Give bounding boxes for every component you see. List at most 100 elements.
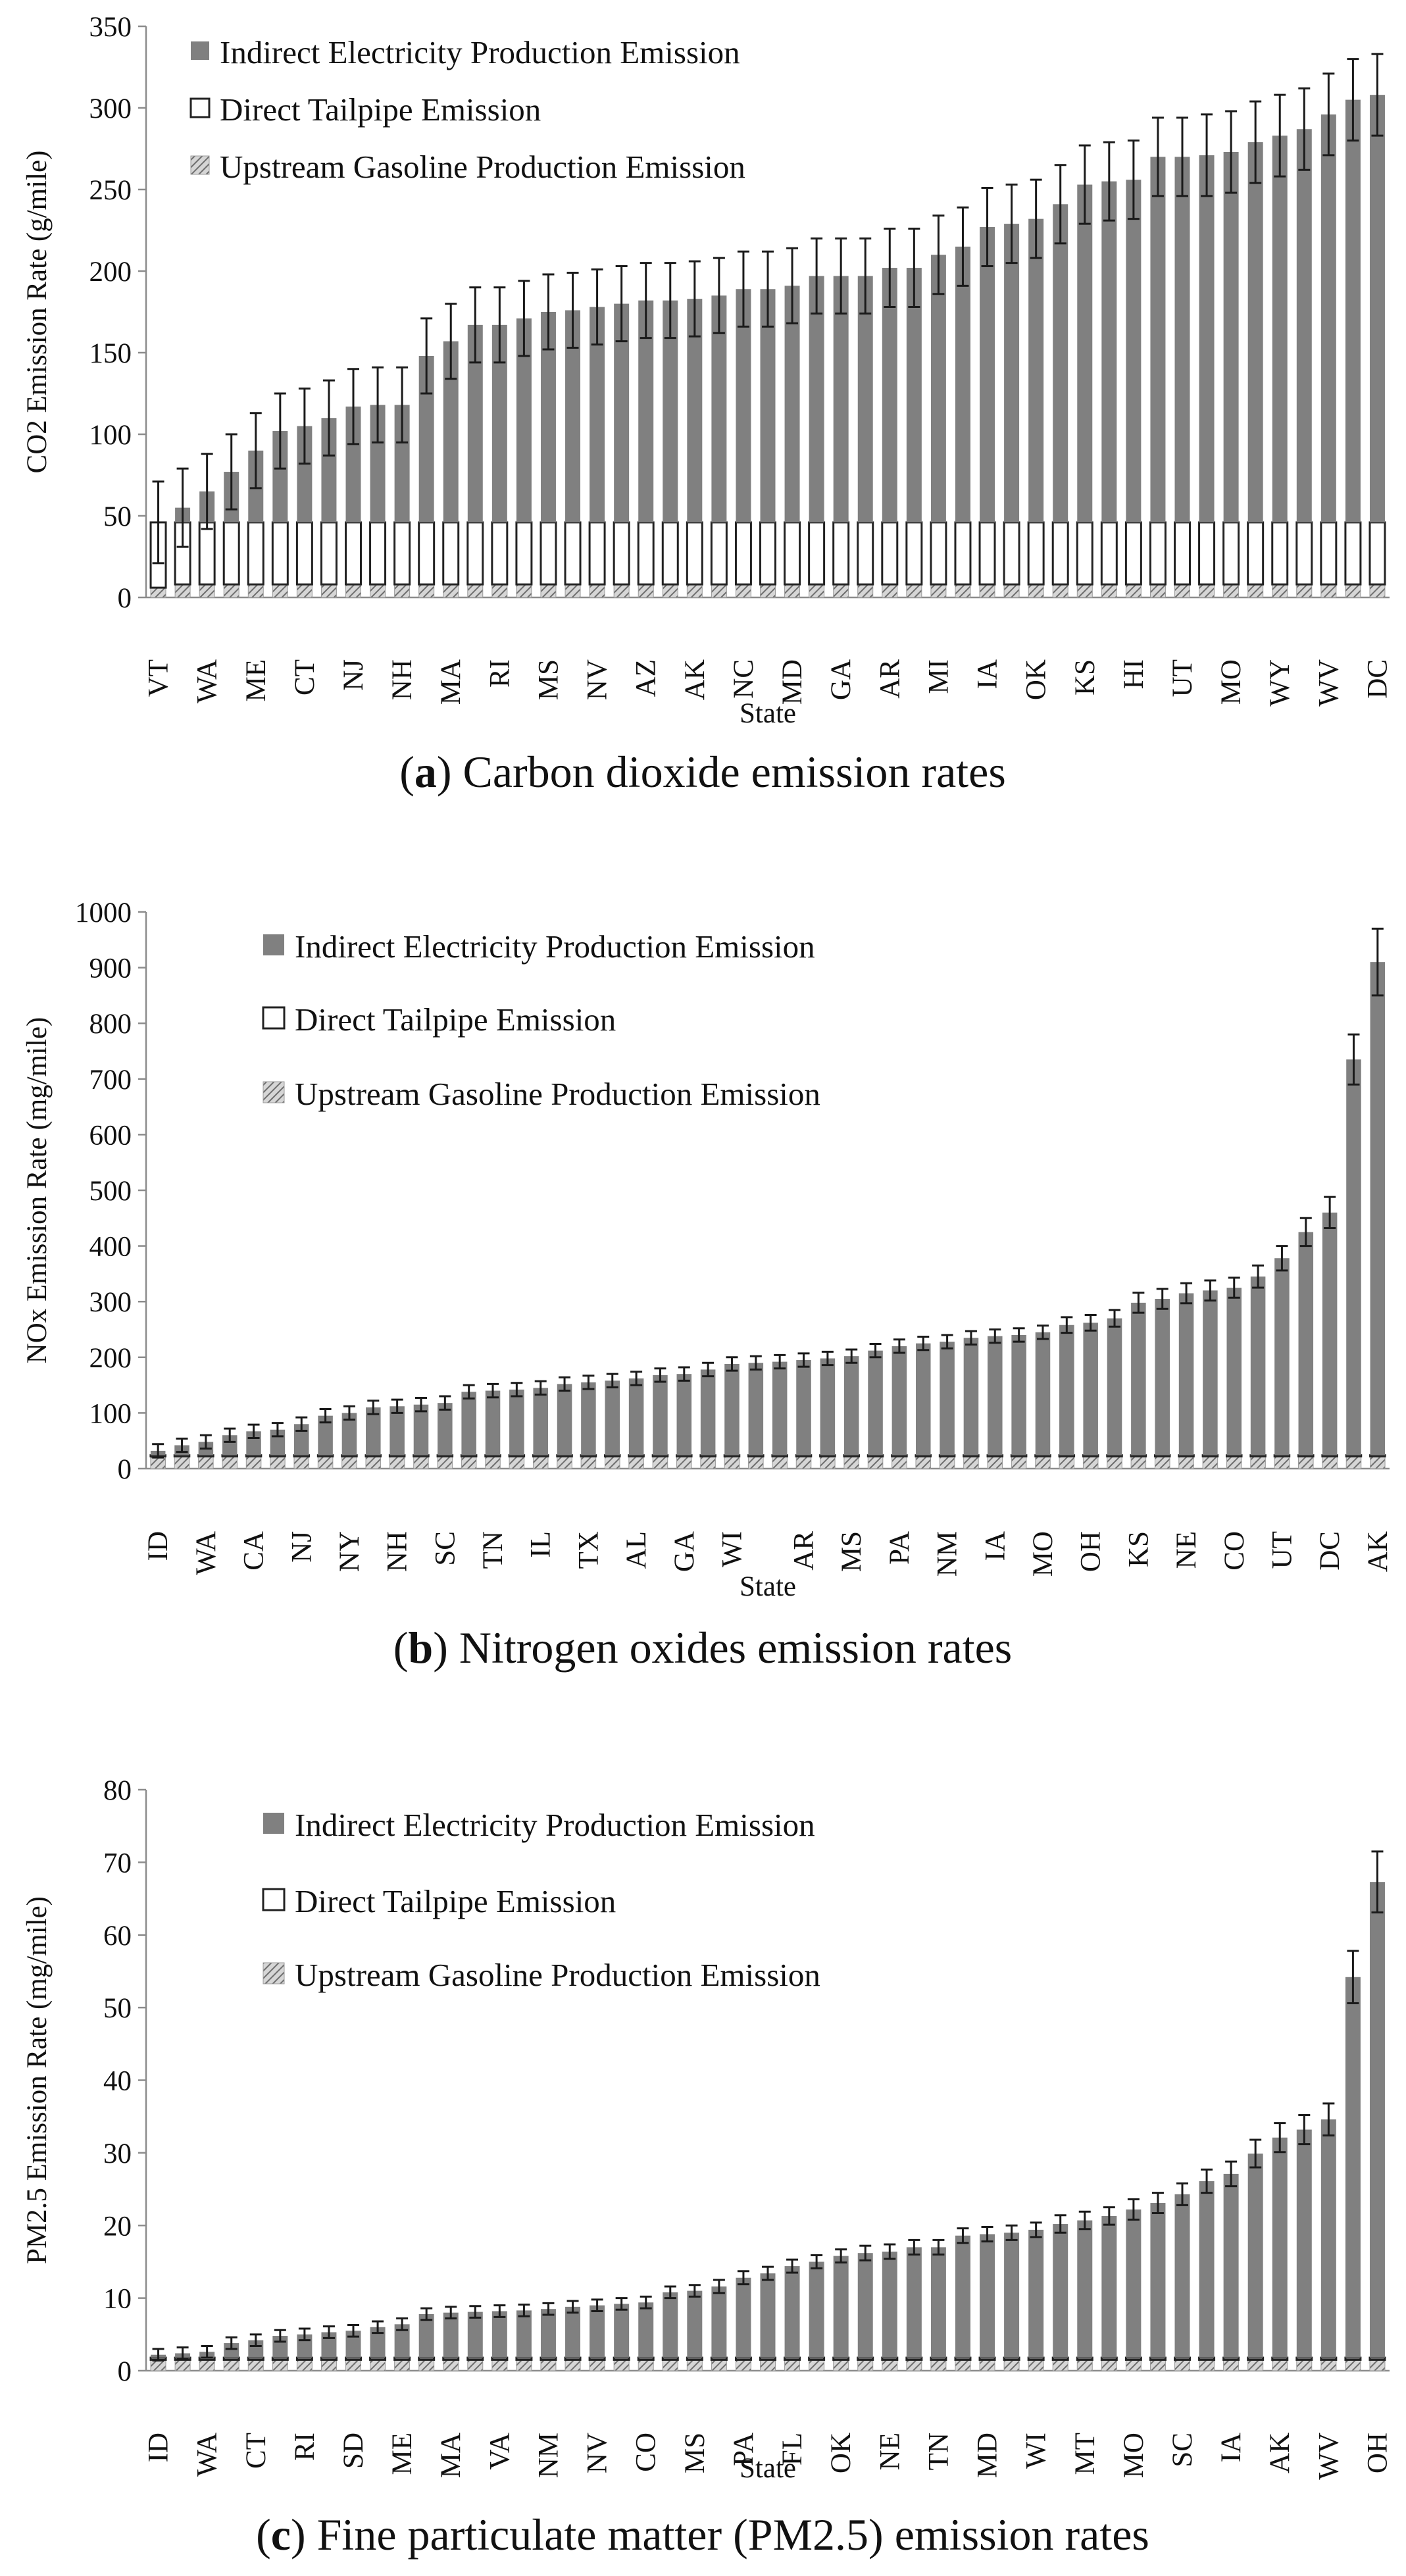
- legend-label-direct: Direct Tailpipe Emission: [220, 91, 541, 128]
- bar-direct-segment: [1130, 1454, 1147, 1457]
- bar-upstream-segment: [270, 1455, 286, 1469]
- bar-indirect-segment: [491, 2311, 507, 2358]
- bar-indirect-segment: [1223, 2173, 1239, 2358]
- bar-upstream-segment: [461, 1455, 477, 1469]
- y-tick-label: 300: [89, 93, 132, 124]
- y-tick-label: 150: [89, 338, 132, 369]
- bar-direct-segment: [1010, 1454, 1028, 1457]
- x-tick-label: VT: [143, 659, 174, 697]
- bar-direct-segment: [808, 2356, 826, 2361]
- x-tick-label: NJ: [338, 659, 369, 691]
- bar-upstream-segment: [1226, 1455, 1242, 1469]
- bar-upstream-segment: [509, 1455, 525, 1469]
- bar-indirect-segment: [1199, 2181, 1215, 2358]
- bar-direct-segment: [866, 1454, 884, 1457]
- bar-direct-segment: [759, 521, 776, 586]
- bar-indirect-segment: [467, 2311, 483, 2358]
- bar-indirect-segment: [843, 1356, 859, 1455]
- bar-indirect-segment: [687, 299, 703, 522]
- x-tick-label: MD: [777, 659, 808, 705]
- bar-upstream-segment: [700, 1455, 716, 1469]
- bar-indirect-segment: [940, 1342, 955, 1455]
- bar-direct-segment: [271, 521, 289, 586]
- bar-indirect-segment: [1199, 155, 1215, 522]
- bar-upstream-segment: [589, 584, 605, 598]
- bar-direct-segment: [613, 521, 630, 586]
- bar-upstream-segment: [491, 584, 508, 598]
- bar-upstream-segment: [345, 584, 361, 598]
- bar-direct-segment: [1222, 521, 1240, 586]
- bar-indirect-segment: [711, 295, 727, 522]
- bar-direct-segment: [905, 521, 923, 586]
- bar-upstream-segment: [760, 584, 776, 598]
- bar-direct-segment: [460, 1454, 478, 1457]
- bar-direct-segment: [1178, 1454, 1195, 1457]
- legend-swatch-upstream: [263, 1081, 285, 1103]
- bar-indirect-segment: [1150, 2203, 1166, 2358]
- bar-upstream-segment: [293, 1455, 310, 1469]
- x-tick-label: MA: [436, 659, 466, 705]
- bar-indirect-segment: [700, 1369, 716, 1455]
- bar-upstream-segment: [1223, 2359, 1240, 2371]
- bar-direct-segment: [271, 2356, 289, 2361]
- x-tick-label: TX: [573, 1531, 604, 1569]
- bar-upstream-segment: [955, 2359, 971, 2371]
- bar-direct-segment: [710, 521, 728, 586]
- bar-indirect-segment: [1320, 114, 1336, 522]
- x-tick-label: NE: [1171, 1531, 1202, 1569]
- x-tick-label: GA: [826, 659, 857, 700]
- bar-indirect-segment: [1107, 1318, 1122, 1455]
- bar-upstream-segment: [317, 1455, 334, 1469]
- x-tick-label: ID: [143, 1531, 174, 1561]
- bar-direct-segment: [532, 1454, 549, 1457]
- bar-indirect-segment: [293, 1424, 309, 1455]
- bar-indirect-segment: [1028, 2229, 1044, 2358]
- bar-upstream-segment: [1199, 2359, 1215, 2371]
- bar-upstream-segment: [370, 584, 386, 598]
- bar-indirect-segment: [784, 286, 800, 522]
- x-tick-label: ID: [143, 2433, 174, 2462]
- bar-indirect-segment: [605, 1380, 620, 1455]
- bar-direct-segment: [699, 1454, 716, 1457]
- bar-indirect-segment: [394, 405, 410, 522]
- bar-upstream-segment: [1059, 1455, 1075, 1469]
- bar-indirect-segment: [833, 2256, 849, 2358]
- bar-indirect-segment: [676, 1374, 692, 1455]
- bar-upstream-segment: [443, 2359, 459, 2371]
- bar-indirect-segment: [663, 300, 678, 522]
- bar-upstream-segment: [1272, 584, 1288, 598]
- y-tick-label: 0: [118, 2356, 132, 2387]
- bar-direct-segment: [710, 2356, 728, 2361]
- x-tick-label: WV: [1313, 659, 1344, 707]
- bar-indirect-segment: [1272, 2137, 1288, 2358]
- bar-upstream-segment: [1011, 1455, 1027, 1469]
- bar-upstream-segment: [1322, 1455, 1338, 1469]
- bar-direct-segment: [1174, 2356, 1191, 2361]
- bar-indirect-segment: [882, 2251, 897, 2358]
- bar-direct-segment: [269, 1454, 286, 1457]
- y-axis-title: NOx Emission Rate (mg/mile): [22, 1017, 53, 1364]
- bar-direct-segment: [588, 521, 606, 586]
- bar-direct-segment: [978, 521, 996, 586]
- bar-upstream-segment: [394, 584, 411, 598]
- bar-direct-segment: [986, 1454, 1004, 1457]
- bar-direct-segment: [466, 521, 484, 586]
- bar-indirect-segment: [1247, 142, 1263, 522]
- bar-indirect-segment: [1101, 2215, 1117, 2358]
- bar-upstream-segment: [772, 1455, 788, 1469]
- bar-upstream-segment: [223, 2359, 239, 2371]
- bar-upstream-segment: [467, 2359, 484, 2371]
- bar-direct-segment: [759, 2356, 776, 2361]
- bar-direct-segment: [221, 1454, 238, 1457]
- y-tick-label: 10: [103, 2284, 132, 2315]
- bar-upstream-segment: [735, 2359, 751, 2371]
- bar-upstream-segment: [516, 2359, 532, 2371]
- bar-indirect-segment: [1296, 2129, 1312, 2358]
- y-tick-label: 700: [89, 1065, 132, 1096]
- bar-upstream-segment: [1223, 584, 1240, 598]
- x-tick-label: AZ: [631, 659, 662, 697]
- bar-direct-segment: [484, 1454, 501, 1457]
- x-tick-label: NV: [582, 2433, 613, 2473]
- bar-direct-segment: [413, 1454, 430, 1457]
- bar-indirect-segment: [614, 2304, 630, 2358]
